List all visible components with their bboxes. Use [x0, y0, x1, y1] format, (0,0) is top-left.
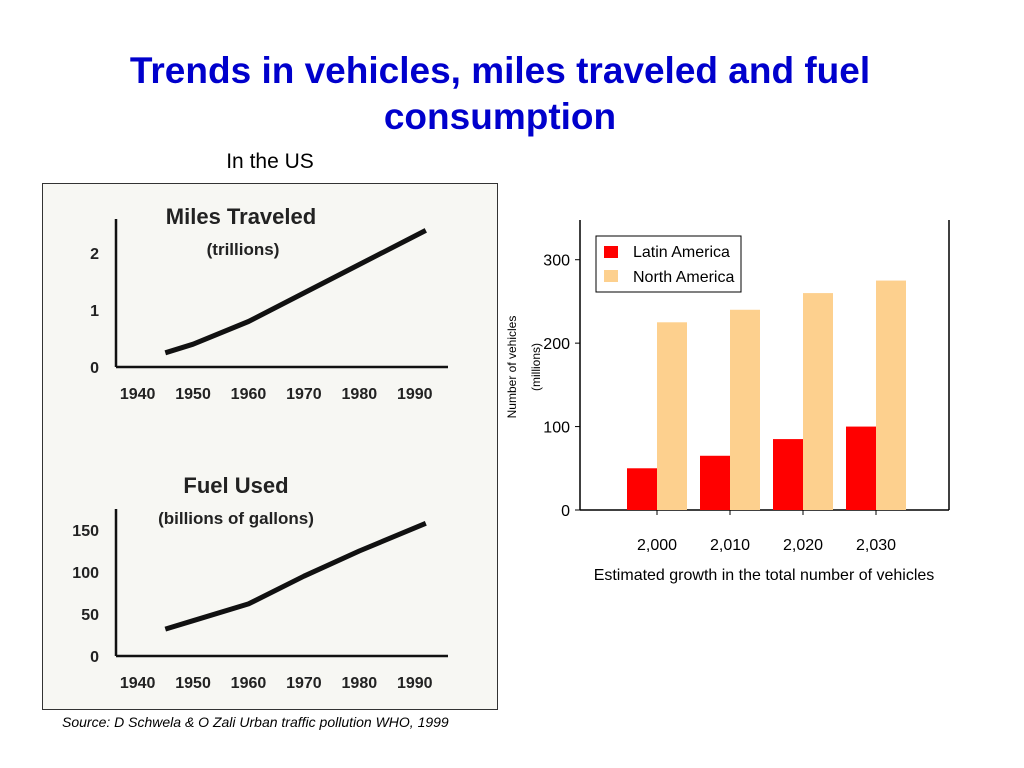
legend-swatch-latin-america — [604, 246, 618, 258]
miles-traveled-line — [164, 228, 427, 356]
growth-y-tick-label: 200 — [543, 336, 570, 353]
growth-y-ticks: 0 100 200 300 — [543, 253, 580, 520]
fuel-x-ticks: 1940 1950 1960 1970 1980 1990 — [120, 675, 433, 692]
bar-latin-america-1 — [627, 468, 657, 510]
growth-legend: Latin America North America — [595, 235, 742, 293]
bar-latin-america-2 — [700, 455, 730, 510]
growth-x-ticks: 2,000 2,010 2,020 2,030 — [637, 510, 896, 554]
growth-y-tick-label: 100 — [543, 420, 570, 437]
miles-x-ticks: 1940 1950 1960 1970 1980 1990 — [120, 386, 433, 403]
slide-subtitle: In the US — [226, 150, 314, 173]
fuel-y-tick-label: 0 — [90, 649, 99, 666]
vehicle-growth-svg: 0 100 200 300 2,000 2,010 2,020 2,030 Estimate… — [505, 220, 950, 584]
bar-north-america-1 — [657, 322, 687, 510]
miles-x-tick-label: 1990 — [397, 386, 433, 403]
growth-x-axis-label: Estimated growth in the total number of … — [594, 567, 935, 584]
bar-latin-america-4 — [846, 426, 876, 510]
growth-x-tick-label: 2,000 — [637, 537, 677, 554]
miles-traveled-chart: Miles Traveled (trillions) 012 1940 1950 1… — [90, 204, 448, 403]
growth-y-axis-label-group: Number of vehicles (millions) — [505, 316, 543, 419]
growth-y-tick-label: 300 — [543, 253, 570, 270]
fuel-y-tick-label: 50 — [81, 607, 99, 624]
bar-north-america-2 — [730, 309, 760, 510]
fuel-x-tick-label: 1940 — [120, 675, 156, 692]
miles-x-tick-label: 1960 — [231, 386, 267, 403]
miles-x-tick-label: 1980 — [342, 386, 378, 403]
bar-latin-america-3 — [773, 439, 803, 510]
miles-chart-title: Miles Traveled — [166, 204, 316, 229]
miles-x-tick-label: 1950 — [175, 386, 211, 403]
legend-swatch-north-america — [604, 270, 618, 282]
growth-y-axis-unit: (millions) — [529, 343, 543, 391]
growth-bars — [627, 280, 906, 510]
legend-label-north-america: North America — [633, 269, 734, 286]
fuel-y-tick-label: 100 — [72, 565, 99, 582]
fuel-x-tick-label: 1980 — [342, 675, 378, 692]
bar-north-america-4 — [876, 280, 906, 510]
fuel-x-tick-label: 1960 — [231, 675, 267, 692]
legend-box — [595, 235, 742, 293]
growth-y-axis-label: Number of vehicles — [505, 316, 519, 419]
fuel-y-tick-label: 150 — [72, 523, 99, 540]
miles-y-tick-label: 0 — [90, 360, 99, 377]
fuel-y-ticks: 0 50 100 150 — [72, 523, 99, 666]
miles-y-tick-label: 1 — [90, 303, 99, 320]
us-trends-charts: Miles Traveled (trillions) 012 1940 1950 1… — [72, 204, 448, 692]
slide-title: Trends in vehicles, miles traveled and f… — [129, 50, 871, 137]
growth-x-tick-label: 2,020 — [783, 537, 823, 554]
miles-y-tick-label: 2 — [90, 246, 99, 263]
vehicle-growth-chart: 0 100 200 300 2,000 2,010 2,020 2,030 Estimate… — [490, 210, 960, 590]
fuel-x-tick-label: 1990 — [397, 675, 433, 692]
miles-x-tick-label: 1970 — [286, 386, 322, 403]
miles-y-ticks: 0 1 2 — [90, 246, 99, 377]
fuel-x-tick-label: 1970 — [286, 675, 322, 692]
miles-chart-unit: (trillions) — [207, 240, 280, 259]
growth-x-tick-label: 2,030 — [856, 537, 896, 554]
legend-label-latin-america: Latin America — [633, 244, 730, 261]
bar-north-america-3 — [803, 293, 833, 510]
fuel-x-tick-label: 1950 — [175, 675, 211, 692]
fuel-used-chart: Fuel Used (billions of gallons) 0 50 100 15… — [72, 473, 448, 692]
miles-x-tick-label: 1940 — [120, 386, 156, 403]
growth-y-tick-label: 0 — [561, 503, 570, 520]
fuel-chart-unit: (billions of gallons) — [158, 509, 314, 528]
fuel-chart-title: Fuel Used — [183, 473, 288, 498]
source-citation: Source: D Schwela & O Zali Urban traffic… — [62, 714, 449, 730]
fuel-used-line — [164, 520, 427, 632]
growth-x-tick-label: 2,010 — [710, 537, 750, 554]
